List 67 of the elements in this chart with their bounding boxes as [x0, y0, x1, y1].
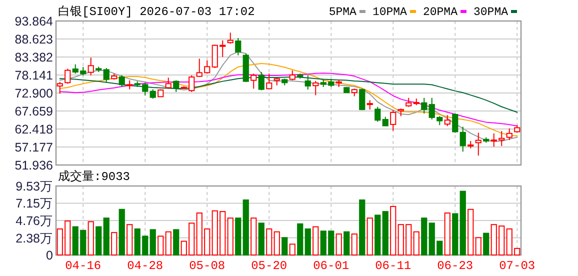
x-tick-label: 05-20	[251, 259, 288, 273]
y-tick-label: 62.418	[14, 122, 54, 136]
x-tick-label: 04-16	[65, 259, 102, 273]
bar	[359, 199, 366, 256]
bar	[483, 232, 490, 256]
y-tick-label: 83.382	[14, 50, 54, 64]
chart-title: 成交量:9033	[58, 169, 130, 184]
bar	[413, 231, 420, 256]
bar	[444, 212, 450, 256]
bar	[452, 213, 458, 256]
bar	[344, 231, 350, 256]
y-tick-label: 4.76万	[16, 214, 53, 228]
bar	[165, 231, 172, 256]
bar	[336, 234, 342, 256]
bar	[227, 218, 234, 256]
bar	[242, 199, 249, 256]
legend-label: 30PMA	[473, 6, 508, 19]
legend-label: 10PMA	[372, 6, 408, 19]
bar	[266, 228, 272, 256]
bar	[158, 236, 164, 256]
bar	[96, 226, 102, 256]
bar	[88, 221, 94, 256]
x-tick-label: 04-28	[127, 259, 164, 273]
legend-label: 5PMA	[328, 6, 357, 19]
bar	[103, 218, 110, 256]
y-tick-label: 7.15万	[16, 196, 53, 211]
y-tick-label: 78.141	[14, 68, 54, 82]
bar	[258, 222, 264, 256]
y-tick-label: 0	[46, 248, 54, 262]
bar	[111, 232, 118, 256]
bar	[312, 226, 319, 256]
x-tick-label: 06-01	[313, 259, 350, 273]
y-tick-label: 93.864	[14, 14, 54, 28]
bar	[235, 218, 242, 256]
bar	[274, 231, 280, 256]
y-tick-label: 2.38万	[16, 231, 53, 246]
bar	[382, 211, 388, 256]
bar	[150, 229, 156, 256]
bar	[390, 206, 396, 256]
y-tick-label: 72.900	[14, 86, 54, 100]
y-tick-label: 57.177	[14, 140, 54, 154]
bar	[297, 223, 304, 256]
line-series	[59, 62, 518, 136]
bar	[351, 234, 358, 256]
bar	[421, 218, 428, 256]
bar	[304, 228, 311, 256]
y-tick-label: 67.659	[14, 104, 54, 118]
x-tick-label: 05-08	[189, 259, 226, 273]
chart-title: 白银[SI00Y] 2026-07-03 17:02	[58, 5, 255, 19]
x-tick-label: 06-23	[437, 259, 474, 273]
bar	[289, 244, 296, 256]
y-tick-label: 9.53万	[16, 180, 53, 194]
bar	[468, 208, 474, 256]
y-tick-label: 88.623	[14, 32, 54, 46]
bar	[366, 218, 373, 256]
legend-label: 20PMA	[422, 6, 458, 19]
bar	[126, 224, 133, 256]
bar	[282, 237, 288, 256]
x-tick-label: 06-11	[375, 259, 412, 273]
bar	[460, 190, 466, 256]
bar	[475, 237, 482, 256]
x-tick-label: 07-03	[499, 259, 536, 273]
bar	[118, 208, 125, 256]
bar	[374, 214, 381, 256]
bar	[250, 218, 257, 256]
y-tick-label: 51.936	[14, 158, 54, 172]
bar	[173, 229, 180, 256]
